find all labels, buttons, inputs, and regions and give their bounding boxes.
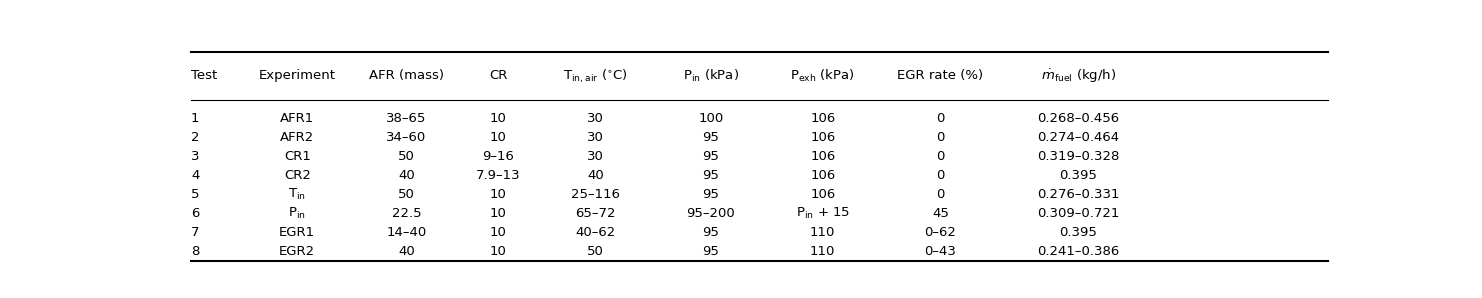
- Text: 6: 6: [191, 207, 200, 220]
- Text: 0.276–0.331: 0.276–0.331: [1037, 188, 1119, 201]
- Text: 0.309–0.721: 0.309–0.721: [1037, 207, 1119, 220]
- Text: 9–16: 9–16: [482, 150, 514, 163]
- Text: AFR (mass): AFR (mass): [369, 69, 443, 83]
- Text: 0: 0: [937, 112, 944, 125]
- Text: 106: 106: [811, 169, 836, 182]
- Text: $\dot{m}_{\mathregular{fuel}}$ (kg/h): $\dot{m}_{\mathregular{fuel}}$ (kg/h): [1040, 67, 1116, 85]
- Text: 95: 95: [702, 245, 719, 258]
- Text: 0.395: 0.395: [1060, 226, 1097, 239]
- Text: 0: 0: [937, 131, 944, 144]
- Text: 40: 40: [399, 169, 415, 182]
- Text: 45: 45: [932, 207, 948, 220]
- Text: EGR1: EGR1: [279, 226, 316, 239]
- Text: 50: 50: [587, 245, 605, 258]
- Text: AFR2: AFR2: [280, 131, 314, 144]
- Text: 3: 3: [191, 150, 200, 163]
- Text: 5: 5: [191, 188, 200, 201]
- Text: 38–65: 38–65: [387, 112, 427, 125]
- Text: 25–116: 25–116: [572, 188, 621, 201]
- Text: 65–72: 65–72: [575, 207, 617, 220]
- Text: 40–62: 40–62: [575, 226, 617, 239]
- Text: 0: 0: [937, 188, 944, 201]
- Text: 10: 10: [489, 207, 507, 220]
- Text: 40: 40: [399, 245, 415, 258]
- Text: 10: 10: [489, 131, 507, 144]
- Text: 0.241–0.386: 0.241–0.386: [1037, 245, 1119, 258]
- Text: 7: 7: [191, 226, 200, 239]
- Text: CR: CR: [489, 69, 507, 83]
- Text: 95: 95: [702, 169, 719, 182]
- Text: 95: 95: [702, 226, 719, 239]
- Text: 0.268–0.456: 0.268–0.456: [1037, 112, 1119, 125]
- Text: 1: 1: [191, 112, 200, 125]
- Text: 30: 30: [587, 150, 605, 163]
- Text: 95: 95: [702, 131, 719, 144]
- Text: 0.395: 0.395: [1060, 169, 1097, 182]
- Text: 0: 0: [937, 169, 944, 182]
- Text: 110: 110: [811, 226, 836, 239]
- Text: T$_{\mathregular{in, air}}$ ($^{\circ}$C): T$_{\mathregular{in, air}}$ ($^{\circ}$C…: [563, 67, 628, 85]
- Text: 10: 10: [489, 188, 507, 201]
- Text: 10: 10: [489, 112, 507, 125]
- Text: 2: 2: [191, 131, 200, 144]
- Text: 0.319–0.328: 0.319–0.328: [1037, 150, 1119, 163]
- Text: 95: 95: [702, 188, 719, 201]
- Text: CR2: CR2: [283, 169, 311, 182]
- Text: AFR1: AFR1: [280, 112, 314, 125]
- Text: P$_{\mathregular{in}}$ (kPa): P$_{\mathregular{in}}$ (kPa): [683, 68, 738, 84]
- Text: 30: 30: [587, 112, 605, 125]
- Text: 8: 8: [191, 245, 200, 258]
- Text: 0–62: 0–62: [925, 226, 956, 239]
- Text: 95–200: 95–200: [686, 207, 735, 220]
- Text: 10: 10: [489, 226, 507, 239]
- Text: 10: 10: [489, 245, 507, 258]
- Text: Test: Test: [191, 69, 218, 83]
- Text: P$_{\mathregular{in}}$: P$_{\mathregular{in}}$: [289, 206, 307, 221]
- Text: 0: 0: [937, 150, 944, 163]
- Text: 100: 100: [698, 112, 723, 125]
- Text: 4: 4: [191, 169, 200, 182]
- Text: 106: 106: [811, 188, 836, 201]
- Text: 95: 95: [702, 150, 719, 163]
- Text: 106: 106: [811, 112, 836, 125]
- Text: 34–60: 34–60: [387, 131, 427, 144]
- Text: EGR rate (%): EGR rate (%): [898, 69, 984, 83]
- Text: 22.5: 22.5: [391, 207, 421, 220]
- Text: 106: 106: [811, 131, 836, 144]
- Text: 110: 110: [811, 245, 836, 258]
- Text: Experiment: Experiment: [259, 69, 336, 83]
- Text: 50: 50: [397, 188, 415, 201]
- Text: 7.9–13: 7.9–13: [476, 169, 520, 182]
- Text: 40: 40: [587, 169, 605, 182]
- Text: 0.274–0.464: 0.274–0.464: [1037, 131, 1119, 144]
- Text: EGR2: EGR2: [279, 245, 316, 258]
- Text: 50: 50: [397, 150, 415, 163]
- Text: P$_{\mathregular{in}}$ + 15: P$_{\mathregular{in}}$ + 15: [796, 206, 849, 221]
- Text: 106: 106: [811, 150, 836, 163]
- Text: CR1: CR1: [283, 150, 311, 163]
- Text: P$_{\mathregular{exh}}$ (kPa): P$_{\mathregular{exh}}$ (kPa): [790, 68, 855, 84]
- Text: 0–43: 0–43: [925, 245, 956, 258]
- Text: T$_{\mathregular{in}}$: T$_{\mathregular{in}}$: [289, 187, 307, 202]
- Text: 30: 30: [587, 131, 605, 144]
- Text: 14–40: 14–40: [387, 226, 427, 239]
